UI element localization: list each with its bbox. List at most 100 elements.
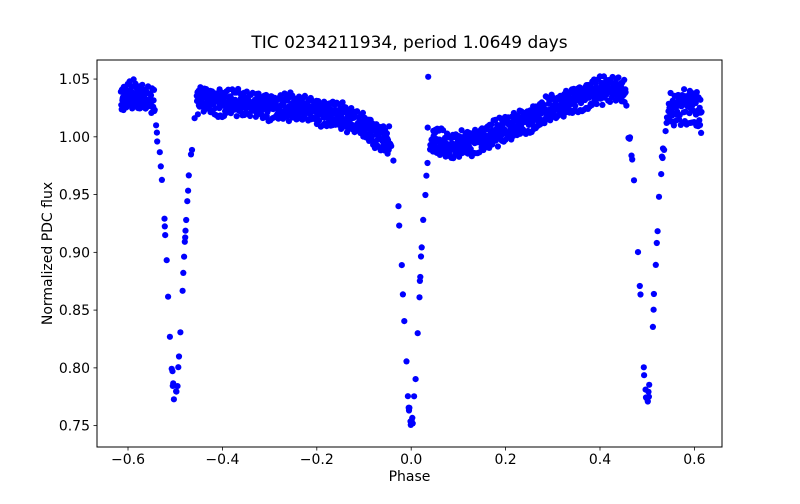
data-point <box>575 109 582 116</box>
data-point <box>453 140 460 147</box>
data-point <box>249 89 256 96</box>
data-point <box>314 112 322 119</box>
data-point <box>650 290 658 298</box>
y-tick-label: 0.75 <box>59 419 90 435</box>
data-point <box>630 177 638 184</box>
data-point <box>674 111 682 118</box>
data-point <box>470 129 477 136</box>
data-point <box>185 187 192 194</box>
data-point <box>215 113 222 120</box>
data-point <box>209 108 216 116</box>
data-point <box>483 142 490 149</box>
data-point <box>494 129 501 136</box>
data-point <box>436 136 443 143</box>
data-point <box>378 128 385 135</box>
data-point <box>332 121 339 128</box>
data-point <box>268 93 275 100</box>
data-point <box>184 198 191 205</box>
data-point <box>697 96 704 103</box>
data-point <box>505 121 512 128</box>
data-point <box>667 89 674 97</box>
data-point <box>679 119 686 126</box>
data-point <box>646 381 653 388</box>
data-point <box>354 108 361 115</box>
data-point <box>268 105 275 112</box>
data-point <box>604 81 611 88</box>
data-point <box>372 137 380 145</box>
data-point <box>655 193 663 200</box>
data-point <box>528 128 535 136</box>
data-point <box>546 106 553 114</box>
data-point <box>570 98 577 105</box>
data-point <box>399 291 406 298</box>
data-point <box>517 130 524 137</box>
data-point <box>423 172 430 179</box>
data-point <box>667 118 675 125</box>
data-point <box>227 110 234 117</box>
data-point <box>417 253 425 260</box>
data-point <box>337 104 344 111</box>
data-point <box>482 124 490 132</box>
data-point <box>320 114 327 121</box>
data-point <box>488 128 495 135</box>
data-point <box>645 393 653 400</box>
data-point <box>204 95 211 102</box>
data-point <box>494 121 501 128</box>
data-point <box>412 376 419 383</box>
data-point <box>191 115 198 122</box>
data-point <box>183 216 190 224</box>
data-point <box>166 333 173 340</box>
data-point <box>309 107 316 114</box>
y-tick-label: 0.95 <box>59 188 90 204</box>
data-point <box>424 159 431 167</box>
data-point <box>464 150 471 157</box>
data-point <box>561 95 569 102</box>
data-point <box>448 154 455 161</box>
data-point <box>343 109 350 116</box>
data-point <box>198 98 205 106</box>
data-point <box>126 78 133 85</box>
data-point <box>285 118 292 125</box>
data-point <box>552 115 560 122</box>
data-point <box>174 383 181 390</box>
data-point <box>326 105 333 112</box>
data-point <box>128 99 135 106</box>
data-point <box>552 98 559 106</box>
data-point <box>540 104 548 111</box>
data-point <box>256 105 263 112</box>
data-point <box>465 143 472 150</box>
data-point <box>563 107 570 114</box>
data-point <box>215 93 222 100</box>
data-point <box>470 149 477 156</box>
data-point <box>420 216 427 223</box>
data-point <box>134 88 141 95</box>
data-point <box>563 87 570 94</box>
data-point <box>649 323 657 330</box>
data-point <box>388 143 395 150</box>
data-point <box>232 103 239 110</box>
data-point <box>452 131 459 138</box>
data-point <box>383 130 390 137</box>
data-point <box>262 96 269 103</box>
data-point <box>581 88 588 95</box>
data-point <box>458 127 465 134</box>
data-point <box>471 140 478 147</box>
data-point <box>404 393 411 400</box>
y-tick-label: 0.90 <box>59 245 90 261</box>
data-point <box>418 244 425 251</box>
data-point <box>622 89 629 96</box>
data-point <box>301 92 308 99</box>
data-point <box>680 93 687 100</box>
data-point <box>372 127 379 134</box>
data-point <box>162 232 169 239</box>
data-point <box>610 91 618 98</box>
data-point <box>505 114 512 121</box>
data-point <box>576 97 583 104</box>
data-point <box>552 106 559 113</box>
data-point <box>153 122 160 129</box>
data-point <box>291 105 298 112</box>
data-point <box>417 273 424 281</box>
data-point <box>320 101 327 108</box>
data-point <box>697 109 704 116</box>
data-point <box>233 113 240 120</box>
